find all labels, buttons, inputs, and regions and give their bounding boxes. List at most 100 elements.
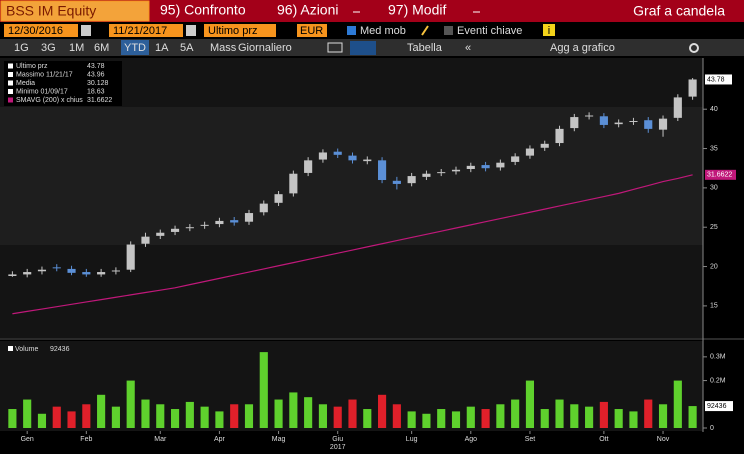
menu-item[interactable]: 96) Azioni (277, 2, 338, 18)
period-tab[interactable]: YTD (124, 42, 146, 54)
volume-bar (318, 404, 327, 428)
volume-bar (23, 399, 32, 428)
legend-swatch (8, 97, 13, 103)
volume-bar (437, 409, 446, 428)
year-label: 2017 (330, 444, 346, 451)
volume-bar (333, 406, 342, 428)
x-tick-label: Apr (214, 436, 226, 443)
key-events-toggle[interactable]: Eventi chiave (457, 25, 522, 37)
ticker-box[interactable] (0, 0, 150, 22)
candle-body (37, 269, 47, 272)
price-tag-label: 43.78 (707, 76, 725, 83)
volume-bar (540, 409, 549, 428)
candle-body (82, 272, 91, 275)
candle-body (170, 228, 180, 232)
frequency[interactable]: Giornaliero (238, 42, 292, 54)
volume-bar (688, 406, 697, 428)
x-tick-label: Lug (406, 436, 418, 443)
volume-bar (111, 406, 120, 428)
candle-body (407, 176, 416, 184)
field-box[interactable] (204, 24, 276, 37)
volume-bar (82, 404, 91, 428)
y-tick-label: 30 (710, 185, 718, 192)
ma-tag-label: 31.6622 (707, 172, 732, 179)
volume-bar (451, 411, 461, 428)
volume-bar (392, 404, 401, 428)
volume-bar (525, 380, 535, 428)
view-title: Graf a candela (633, 3, 725, 19)
candle-body (555, 128, 564, 144)
chart-icon[interactable] (327, 42, 343, 53)
menu-item[interactable]: 95) Confronto (160, 2, 246, 18)
date-box[interactable] (4, 24, 78, 37)
candle-body (185, 227, 194, 229)
period-tab[interactable]: 1M (69, 42, 84, 54)
volume-bar (481, 409, 490, 428)
top-bar (0, 0, 744, 22)
period-tab[interactable]: 3G (41, 42, 56, 54)
candle-body (97, 272, 106, 275)
legend-swatch (8, 346, 13, 351)
settings-icon[interactable] (689, 43, 699, 53)
currency[interactable]: EUR (300, 25, 323, 37)
volume-bar (141, 399, 150, 428)
candle-body (215, 220, 224, 225)
collapse-button[interactable]: « (465, 42, 471, 54)
legend-label: Massimo 11/21/17 (16, 71, 73, 78)
calendar-icon[interactable] (186, 25, 196, 36)
currency-box[interactable] (297, 24, 327, 37)
x-tick-label: Nov (657, 436, 670, 443)
candle-body (614, 122, 623, 125)
candle-body (629, 121, 638, 123)
checkbox[interactable] (347, 26, 356, 35)
candle-body (111, 270, 120, 272)
table-button[interactable]: Tabella (407, 42, 443, 54)
x-tick-label: Mag (272, 436, 286, 443)
x-tick-label: Mar (154, 436, 167, 443)
y-tick-label: 35 (710, 145, 718, 152)
volume-bar (658, 404, 668, 428)
period-tab[interactable]: 1G (14, 42, 29, 54)
volume-bar (304, 397, 313, 428)
add-button[interactable]: Agg a grafico (550, 42, 615, 54)
volume-bar (673, 380, 682, 428)
legend-label: SMAVG (200) x chius (16, 97, 83, 104)
period-tab[interactable]: 5A (180, 42, 194, 54)
moving-avg-toggle[interactable]: Med mob (360, 25, 406, 37)
menu-item[interactable]: 97) Modif (388, 2, 446, 18)
checkbox[interactable] (444, 26, 453, 35)
candle-body (52, 267, 61, 269)
start-date[interactable]: 12/30/2016 (8, 25, 63, 37)
legend-value: 18.63 (87, 88, 105, 95)
period-tab[interactable]: Mass (210, 42, 237, 54)
end-date[interactable]: 11/21/2017 (113, 25, 167, 37)
volume-bar (230, 404, 239, 428)
candle-body (466, 165, 475, 169)
date-box[interactable] (109, 24, 183, 37)
legend-value: 43.96 (87, 71, 105, 78)
compare-icon[interactable] (350, 41, 376, 55)
price-band (0, 107, 703, 245)
period-tab[interactable]: 6M (94, 42, 109, 54)
candle-body (156, 232, 165, 236)
period-tab[interactable]: 1A (155, 42, 169, 54)
volume-bar (348, 399, 357, 428)
candle-body (392, 180, 401, 184)
volume-bar (97, 394, 106, 428)
pencil-icon[interactable] (421, 25, 429, 36)
field[interactable]: Ultimo prz (208, 25, 258, 37)
y-tick-label: 20 (710, 263, 718, 270)
candle-body (540, 143, 549, 148)
calendar-icon[interactable] (81, 25, 91, 36)
ticker[interactable]: BSS IM Equity (6, 3, 96, 19)
candle-body (525, 148, 535, 156)
candle-body (599, 116, 608, 125)
price-tag (705, 74, 732, 85)
y-tick-label: 0.2M (710, 377, 726, 384)
volume-bar (599, 401, 608, 428)
volume-bar (570, 404, 579, 428)
info-box[interactable] (543, 24, 555, 36)
info[interactable]: i (548, 25, 550, 37)
volume-name: Volume (15, 346, 38, 353)
